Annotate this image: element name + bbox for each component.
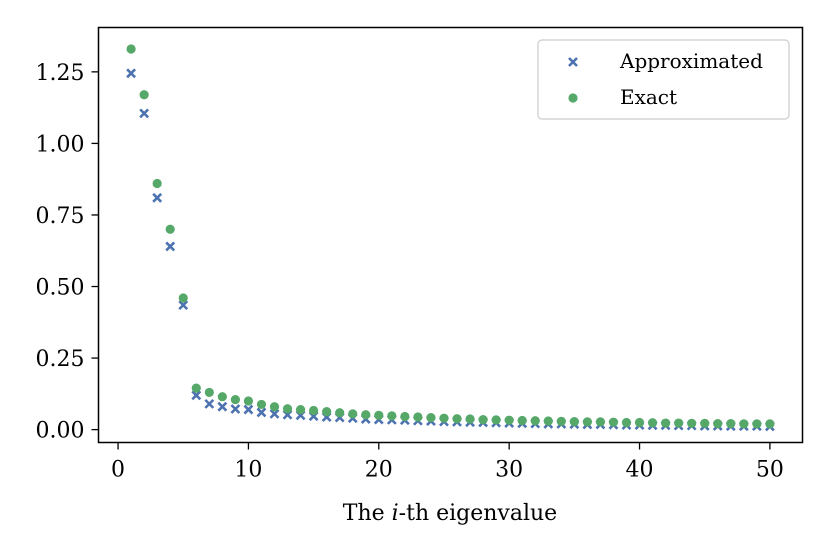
exact-point <box>139 90 149 100</box>
x-tick-label: 20 <box>365 458 393 483</box>
exact-point <box>752 419 762 429</box>
exact-point <box>295 404 306 415</box>
exact-point <box>439 413 449 423</box>
approximated-point <box>191 390 202 401</box>
approximated-point <box>178 300 189 311</box>
exact-point <box>569 417 579 427</box>
series-exact <box>126 44 775 429</box>
exact-point <box>348 409 358 419</box>
exact-point <box>269 402 280 412</box>
x-tick-label: 50 <box>756 458 784 483</box>
exact-point <box>387 411 397 421</box>
exact-point <box>413 412 423 422</box>
exact-point <box>465 414 475 424</box>
exact-point <box>765 419 775 429</box>
x-tick-label: 30 <box>495 458 523 483</box>
exact-point <box>647 418 658 428</box>
y-tick-label: 0.50 <box>36 276 85 301</box>
exact-point <box>426 413 436 423</box>
exact-point <box>374 410 384 420</box>
exact-point <box>687 418 697 428</box>
exact-point <box>322 406 332 417</box>
exact-point <box>595 417 606 427</box>
legend-x-marker <box>568 57 578 67</box>
exact-point <box>530 416 540 426</box>
approximated-point <box>204 398 215 409</box>
exact-point <box>282 404 293 414</box>
exact-point <box>674 418 684 428</box>
legend-label-exact: Exact <box>620 85 677 109</box>
exact-point <box>361 410 371 420</box>
series-approximated <box>126 68 775 432</box>
exact-point <box>504 415 514 425</box>
exact-point <box>217 392 227 402</box>
legend-marker-exact <box>568 93 578 103</box>
x-axis-ticks: 0 10 20 30 40 50 <box>111 442 784 483</box>
exact-point <box>126 44 136 54</box>
approximated-point <box>139 108 150 119</box>
exact-point <box>661 418 671 428</box>
exact-point <box>400 411 410 422</box>
exact-point <box>739 419 749 429</box>
approximated-point <box>126 68 137 79</box>
legend-dot-marker <box>568 93 578 103</box>
exact-point <box>621 417 632 428</box>
y-tick-label: 1.25 <box>36 61 85 86</box>
exact-point <box>204 387 214 398</box>
exact-point <box>608 417 619 427</box>
exact-point <box>243 396 254 406</box>
approximated-point <box>256 407 267 418</box>
exact-point <box>335 408 345 418</box>
legend-label-approximated: Approximated <box>619 49 763 73</box>
exact-point <box>634 417 645 428</box>
exact-point <box>230 394 240 405</box>
plot-points <box>126 44 775 432</box>
x-axis-label: The i-th eigenvalue <box>343 501 557 526</box>
legend-box <box>537 39 790 120</box>
x-tick-label: 10 <box>234 458 262 483</box>
legend-marker-approximated <box>568 57 578 67</box>
y-tick-label: 0.00 <box>36 419 85 444</box>
exact-point <box>517 415 527 426</box>
exact-point <box>452 414 462 424</box>
exact-point <box>478 415 488 425</box>
y-tick-label: 0.25 <box>36 347 85 372</box>
exact-point <box>582 417 592 427</box>
legend: Approximated Exact <box>537 39 790 120</box>
exact-point <box>165 224 175 234</box>
exact-point <box>713 419 723 429</box>
y-tick-label: 1.00 <box>36 132 85 157</box>
exact-point <box>726 419 736 429</box>
exact-point <box>700 418 710 428</box>
exact-point <box>543 416 553 426</box>
plot-frame <box>97 26 804 444</box>
x-tick-label: 0 <box>111 458 125 483</box>
approximated-point <box>230 404 241 414</box>
approximated-point <box>152 192 163 203</box>
exact-point <box>491 415 501 425</box>
exact-point <box>191 383 201 393</box>
exact-point <box>309 405 319 416</box>
approximated-point <box>269 408 280 419</box>
exact-point <box>152 178 162 189</box>
approximated-point <box>165 241 176 252</box>
y-axis-ticks: 0.00 0.25 0.50 0.75 1.00 1.25 <box>36 61 99 444</box>
y-tick-label: 0.75 <box>36 204 85 229</box>
exact-point <box>178 293 188 303</box>
approximated-point <box>243 404 254 415</box>
x-tick-label: 40 <box>626 458 654 483</box>
approximated-point <box>217 401 228 412</box>
exact-point <box>556 416 566 426</box>
exact-point <box>256 399 267 410</box>
